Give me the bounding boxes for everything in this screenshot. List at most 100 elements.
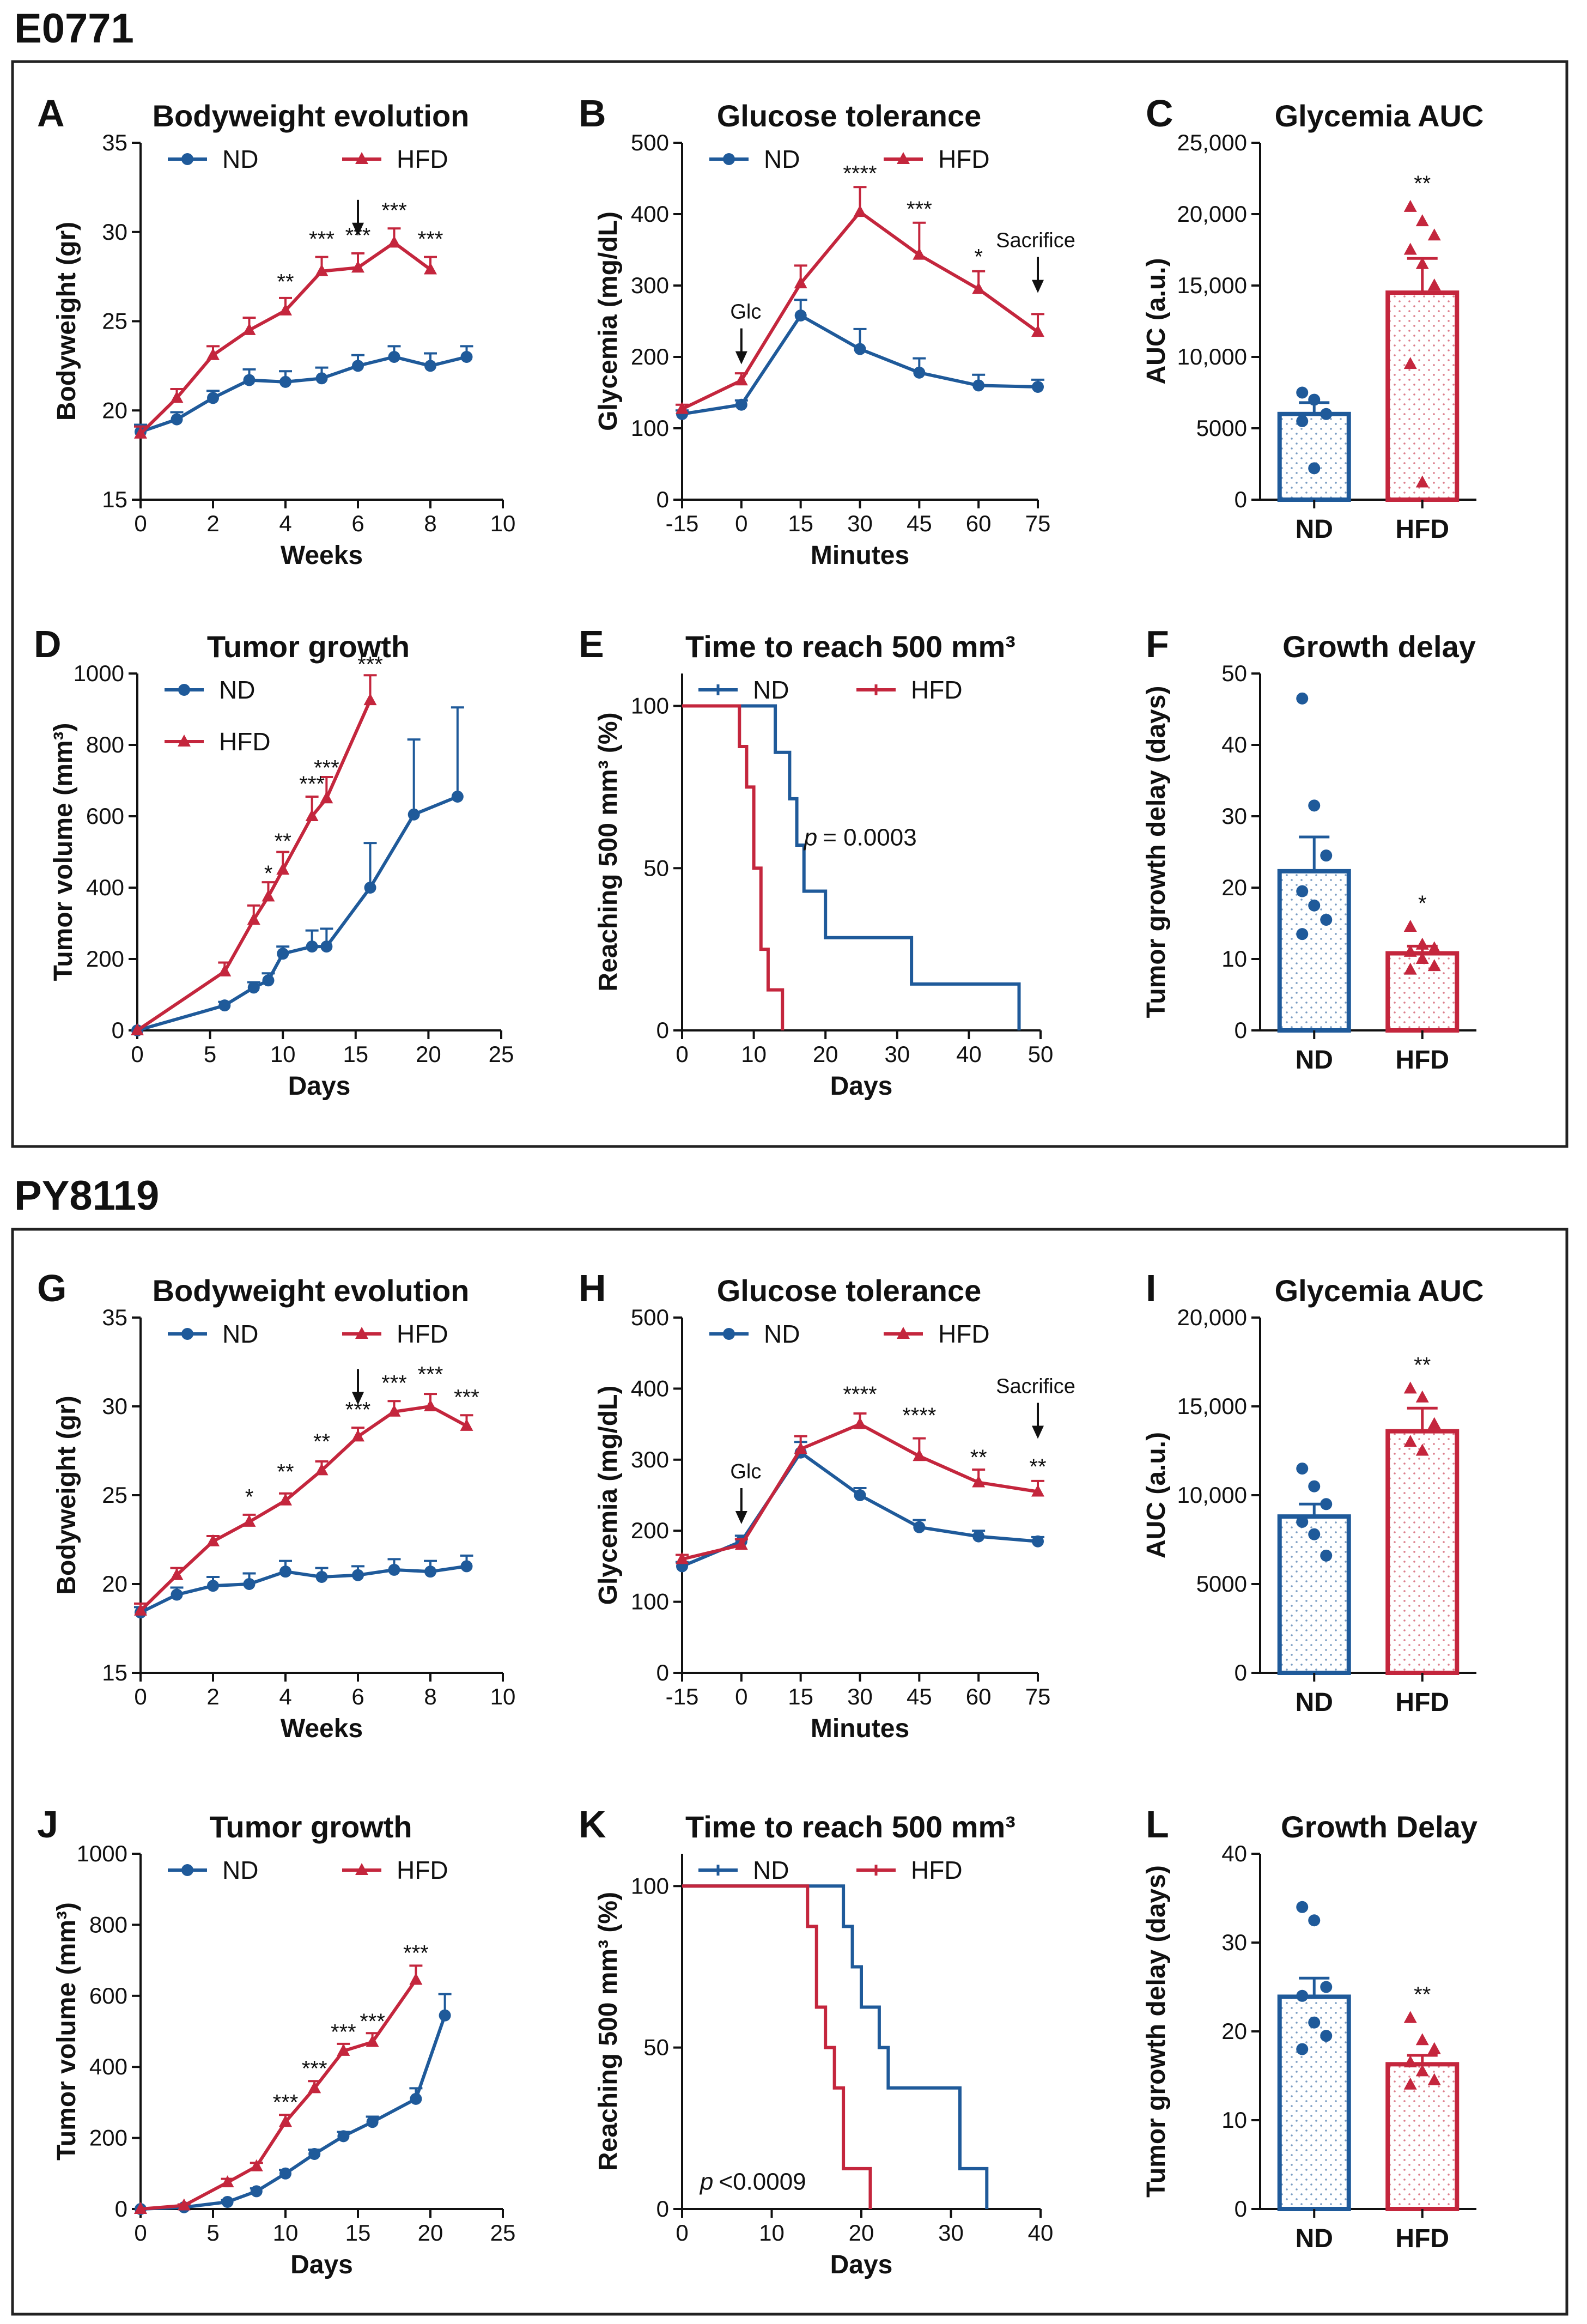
data-point-hfd xyxy=(366,2035,379,2047)
individual-point-hfd xyxy=(1403,944,1417,957)
significance-mark: ** xyxy=(1414,1983,1431,2007)
individual-point-nd xyxy=(1320,913,1333,926)
y-tick-label: 30 xyxy=(1221,1929,1247,1955)
y-tick-label: 100 xyxy=(631,693,669,719)
data-point-nd xyxy=(913,366,926,379)
significance-mark: *** xyxy=(381,1372,407,1395)
y-tick-label: 0 xyxy=(1235,1017,1247,1043)
legend-label-hfd: HFD xyxy=(397,1320,448,1348)
arrow-label: Glc xyxy=(730,1460,761,1483)
data-point-hfd xyxy=(170,1568,184,1580)
panel-letter: D xyxy=(34,623,62,665)
data-point-nd xyxy=(207,1580,219,1592)
individual-point-nd xyxy=(1320,1981,1333,1993)
individual-point-hfd xyxy=(1403,357,1417,369)
panel-k: K Time to reach 500 mm³ Reaching 500 mm³ (… xyxy=(579,1803,1053,2279)
data-point-hfd xyxy=(424,262,437,275)
legend-marker-nd xyxy=(181,153,193,165)
legend-marker-nd xyxy=(181,1328,193,1340)
significance-mark: * xyxy=(264,861,273,885)
p-value: = 0.0003 xyxy=(823,824,917,851)
x-tick-label: 4 xyxy=(279,1684,291,1709)
x-tick-label: 20 xyxy=(813,1041,838,1067)
panel-i: I Glycemia AUC AUC (a.u.) 0 5000 10,000 15,000… xyxy=(1142,1267,1483,1717)
significance-mark: * xyxy=(974,245,983,269)
data-point-nd xyxy=(854,1489,866,1501)
y-tick-label: 15 xyxy=(102,1660,127,1685)
data-point-nd xyxy=(277,948,289,960)
data-point-nd xyxy=(854,343,866,355)
arrow-head xyxy=(352,1392,364,1405)
data-point-hfd xyxy=(1031,1484,1044,1497)
x-tick-label: 0 xyxy=(134,1684,147,1709)
individual-point-nd xyxy=(1296,1463,1309,1475)
individual-point-hfd xyxy=(1403,199,1417,212)
x-tick-label: 15 xyxy=(788,511,813,536)
x-axis-label: Weeks xyxy=(281,1714,363,1743)
legend-marker-hfd xyxy=(178,735,191,747)
data-point-hfd xyxy=(315,1463,329,1476)
y-axis-label: Glycemia (mg/dL) xyxy=(594,1386,623,1605)
data-point-nd xyxy=(337,2130,350,2143)
y-tick-label: 0 xyxy=(1235,487,1247,512)
individual-point-nd xyxy=(1296,2043,1309,2055)
y-tick-label: 1000 xyxy=(77,1841,127,1866)
x-tick-label: 0 xyxy=(735,511,747,536)
significance-mark: *** xyxy=(360,2010,385,2034)
data-point-hfd xyxy=(363,693,377,706)
data-point-nd xyxy=(364,882,376,894)
individual-point-hfd xyxy=(1415,2033,1429,2046)
arrow-head xyxy=(735,1510,747,1524)
panel-h: H Glucose tolerance Glycemia (mg/dL) Minute… xyxy=(579,1267,1075,1743)
individual-point-nd xyxy=(1308,799,1321,812)
data-point-nd xyxy=(424,360,436,372)
bar-nd xyxy=(1277,869,1351,1033)
data-point-nd xyxy=(460,1560,473,1573)
data-point-hfd xyxy=(262,889,275,902)
y-tick-label: 200 xyxy=(89,2125,127,2151)
legend-label-hfd: HFD xyxy=(938,145,990,173)
bar-hfd xyxy=(1385,2062,1460,2212)
data-point-nd xyxy=(424,1565,436,1578)
x-tick-label: 8 xyxy=(424,511,436,536)
individual-point-nd xyxy=(1308,2016,1321,2029)
significance-mark: *** xyxy=(357,653,383,677)
legend-marker-hfd xyxy=(355,1327,368,1339)
y-tick-label: 800 xyxy=(86,732,124,757)
x-tick-label: 0 xyxy=(131,1041,143,1067)
individual-point-hfd xyxy=(1403,2011,1417,2023)
significance-mark: **** xyxy=(843,161,877,185)
panel-g: G Bodyweight evolution Bodyweight (gr) Week… xyxy=(37,1267,515,1743)
category-label-hfd: HFD xyxy=(1395,1688,1449,1717)
legend-marker-nd xyxy=(181,1864,193,1876)
data-point-hfd xyxy=(177,2198,191,2211)
y-tick-label: 15 xyxy=(102,487,127,512)
individual-point-hfd xyxy=(1427,2042,1441,2054)
x-axis-label: Days xyxy=(290,2250,353,2279)
chart-title: Tumor growth xyxy=(209,1810,412,1844)
x-tick-label: 20 xyxy=(416,1041,441,1067)
individual-point-hfd xyxy=(1403,1381,1417,1394)
x-axis-label: Minutes xyxy=(811,541,909,570)
data-point-hfd xyxy=(279,1493,292,1506)
data-point-hfd xyxy=(853,1417,867,1429)
x-tick-label: 10 xyxy=(270,1041,296,1067)
individual-point-hfd xyxy=(1427,228,1441,241)
data-point-nd xyxy=(218,999,231,1012)
data-point-hfd xyxy=(794,1442,807,1454)
y-tick-label: 600 xyxy=(89,1983,127,2009)
chart-title: Glycemia AUC xyxy=(1275,1273,1484,1308)
bar-hfd xyxy=(1385,290,1460,502)
chart-title: Time to reach 500 mm³ xyxy=(685,1810,1016,1844)
y-axis-label: Reaching 500 mm³ (%) xyxy=(594,1892,623,2171)
x-tick-label: -15 xyxy=(666,1684,699,1709)
x-axis-label: Weeks xyxy=(281,541,363,570)
x-tick-label: 10 xyxy=(741,1041,767,1067)
data-point-hfd xyxy=(972,282,986,294)
data-point-nd xyxy=(913,1521,926,1533)
individual-point-nd xyxy=(1296,386,1309,399)
y-tick-label: 30 xyxy=(1221,803,1247,829)
panel-letter: J xyxy=(37,1803,58,1846)
data-point-hfd xyxy=(247,912,260,925)
data-point-nd xyxy=(408,808,420,821)
